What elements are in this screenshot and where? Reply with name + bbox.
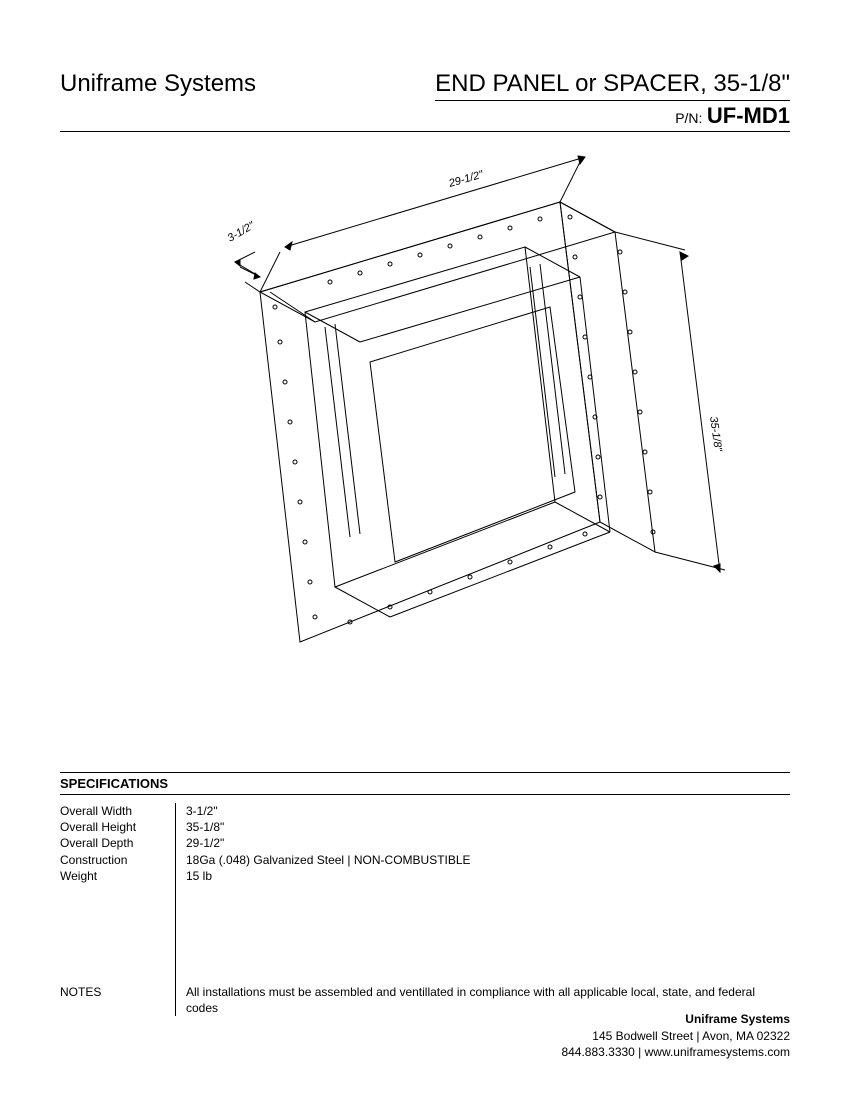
pn-label: P/N:	[675, 110, 702, 126]
part-number-row: P/N: UF-MD1	[435, 100, 790, 129]
company-name: Uniframe Systems	[60, 70, 256, 98]
title-block: END PANEL or SPACER, 35-1/8" P/N: UF-MD1	[435, 70, 790, 129]
specifications-section: SPECIFICATIONS Overall Width Overall Hei…	[60, 772, 790, 1016]
specs-labels-column: Overall Width Overall Height Overall Dep…	[60, 803, 175, 1016]
spec-value: 29-1/2"	[186, 835, 790, 851]
footer: Uniframe Systems 145 Bodwell Street | Av…	[561, 1011, 790, 1060]
isometric-drawing-icon: 3-1/2" 29-1/2" 35-1/8"	[60, 142, 790, 742]
spec-label: Construction	[60, 852, 167, 868]
specs-body: Overall Width Overall Height Overall Dep…	[60, 803, 790, 1016]
specs-values-column: 3-1/2" 35-1/8" 29-1/2" 18Ga (.048) Galva…	[176, 803, 790, 1016]
spec-label: Weight	[60, 868, 167, 884]
dim-height-label: 35-1/8"	[707, 416, 724, 454]
footer-contact: 844.883.3330 | www.uniframesystems.com	[561, 1044, 790, 1060]
pn-value: UF-MD1	[707, 103, 790, 128]
spec-label: Overall Height	[60, 819, 167, 835]
footer-company: Uniframe Systems	[561, 1011, 790, 1027]
notes-label: NOTES	[60, 984, 101, 1000]
spec-value: 3-1/2"	[186, 803, 790, 819]
header: Uniframe Systems END PANEL or SPACER, 35…	[60, 70, 790, 132]
product-title: END PANEL or SPACER, 35-1/8"	[435, 70, 790, 98]
dim-depth-label: 29-1/2"	[447, 168, 486, 190]
dim-width-label: 3-1/2"	[226, 219, 258, 244]
spec-label: Overall Width	[60, 803, 167, 819]
technical-drawing: 3-1/2" 29-1/2" 35-1/8"	[60, 142, 790, 742]
footer-address: 145 Bodwell Street | Avon, MA 02322	[561, 1028, 790, 1044]
specs-header: SPECIFICATIONS	[60, 772, 790, 795]
spec-value: 35-1/8"	[186, 819, 790, 835]
spec-value: 15 lb	[186, 868, 790, 884]
spec-value: 18Ga (.048) Galvanized Steel | NON-COMBU…	[186, 852, 790, 868]
spec-label: Overall Depth	[60, 835, 167, 851]
